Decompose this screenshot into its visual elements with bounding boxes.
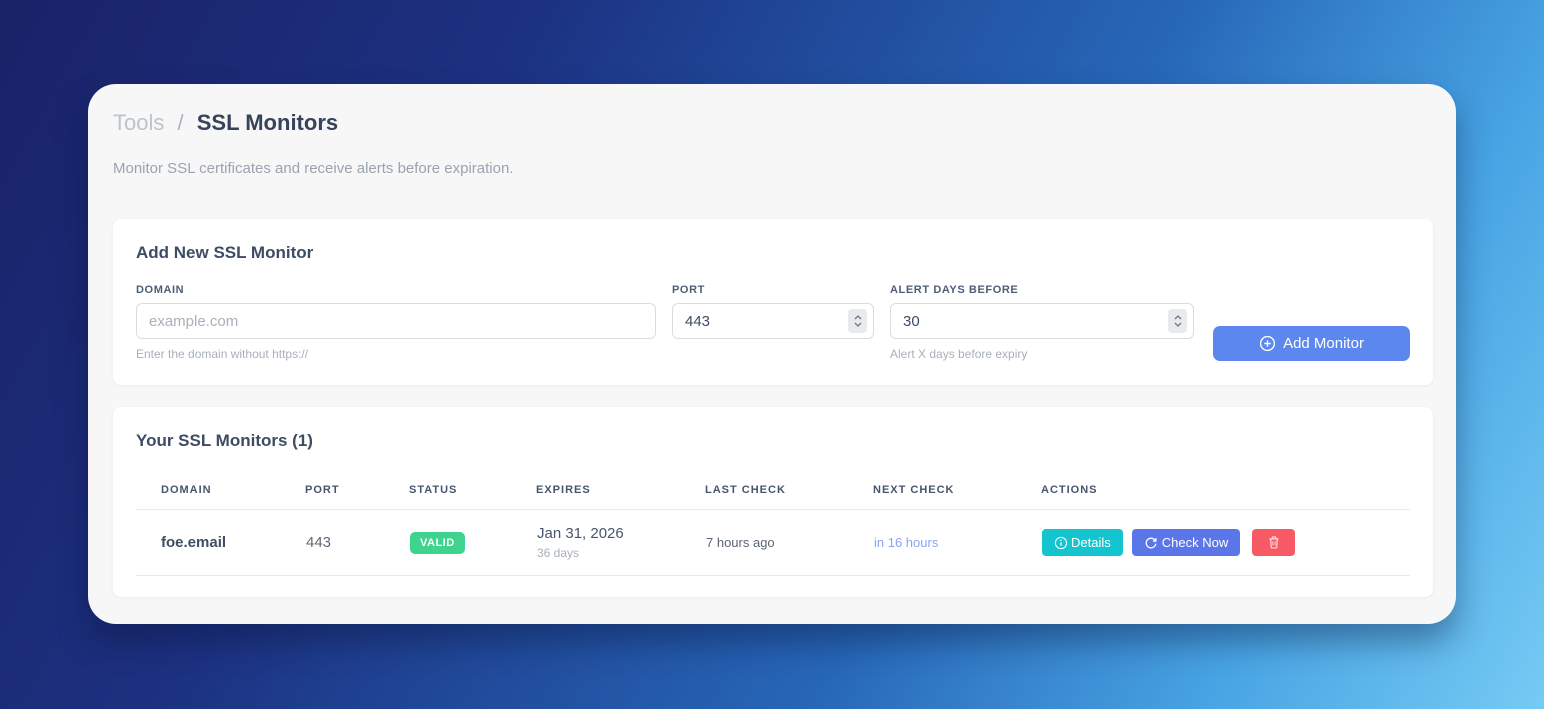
monitors-panel: Your SSL Monitors (1) DOMAIN PORT STATUS… [113, 407, 1433, 597]
monitor-next-check: in 16 hours [873, 509, 1041, 576]
monitor-domain: foe.email [136, 509, 305, 576]
add-monitor-button-label: Add Monitor [1283, 335, 1364, 352]
row-actions: Details Check Now [1042, 529, 1409, 556]
monitor-expires-date: Jan 31, 2026 [537, 525, 624, 542]
status-badge: VALID [410, 531, 465, 554]
check-now-button[interactable]: Check Now [1131, 529, 1241, 556]
column-header-port: PORT [305, 484, 340, 496]
refresh-icon [1144, 536, 1158, 550]
table-row: foe.email 443 VALID Jan 31, 2026 36 days… [136, 509, 1410, 576]
page-subtitle: Monitor SSL certificates and receive ale… [113, 160, 514, 177]
column-header-next-check: NEXT CHECK [873, 484, 955, 496]
breadcrumb: Tools / SSL Monitors [113, 109, 1433, 136]
chevron-up-icon [1174, 315, 1182, 320]
delete-button[interactable] [1252, 529, 1296, 556]
info-icon [1054, 536, 1068, 550]
port-field-group: PORT [672, 284, 874, 339]
domain-label: DOMAIN [136, 284, 185, 296]
trash-icon [1267, 535, 1281, 550]
alert-days-field-group: ALERT DAYS BEFORE Alert X days before ex… [890, 284, 1194, 361]
chevron-up-icon [854, 315, 862, 320]
column-header-last-check: LAST CHECK [705, 484, 786, 496]
alert-days-label: ALERT DAYS BEFORE [890, 284, 1019, 296]
column-header-domain: DOMAIN [161, 484, 212, 496]
port-label: PORT [672, 284, 705, 296]
page-title: SSL Monitors [196, 110, 339, 135]
add-monitor-panel: Add New SSL Monitor DOMAIN Enter the dom… [113, 219, 1433, 385]
column-header-status: STATUS [409, 484, 458, 496]
alert-days-stepper[interactable] [1168, 309, 1187, 333]
main-card: Tools / SSL Monitors Monitor SSL certifi… [88, 84, 1456, 624]
column-header-actions: ACTIONS [1041, 484, 1098, 496]
breadcrumb-tools[interactable]: Tools [113, 110, 165, 135]
monitors-title: Your SSL Monitors (1) [136, 431, 313, 450]
monitor-last-check: 7 hours ago [705, 509, 873, 576]
domain-field-group: DOMAIN Enter the domain without https:// [136, 284, 656, 361]
monitors-table: DOMAIN PORT STATUS EXPIRES LAST CHECK NE… [136, 483, 1410, 576]
check-now-button-label: Check Now [1161, 535, 1229, 550]
alert-days-hint: Alert X days before expiry [890, 347, 1028, 361]
details-button-label: Details [1071, 535, 1111, 550]
add-monitor-title: Add New SSL Monitor [136, 243, 314, 262]
plus-circle-icon [1259, 335, 1276, 352]
add-monitor-form: DOMAIN Enter the domain without https://… [136, 284, 1410, 361]
table-header-row: DOMAIN PORT STATUS EXPIRES LAST CHECK NE… [136, 483, 1410, 510]
details-button[interactable]: Details [1042, 529, 1123, 556]
domain-hint: Enter the domain without https:// [136, 347, 309, 361]
chevron-down-icon [1174, 322, 1182, 327]
chevron-down-icon [854, 322, 862, 327]
breadcrumb-separator: / [177, 110, 184, 135]
add-monitor-button[interactable]: Add Monitor [1213, 326, 1410, 361]
domain-input[interactable] [136, 303, 656, 339]
alert-days-input[interactable] [890, 303, 1194, 339]
monitor-expires-remaining: 36 days [537, 546, 580, 560]
port-stepper[interactable] [848, 309, 867, 333]
column-header-expires: EXPIRES [536, 484, 591, 496]
monitor-port: 443 [305, 509, 409, 576]
port-input[interactable] [672, 303, 874, 339]
